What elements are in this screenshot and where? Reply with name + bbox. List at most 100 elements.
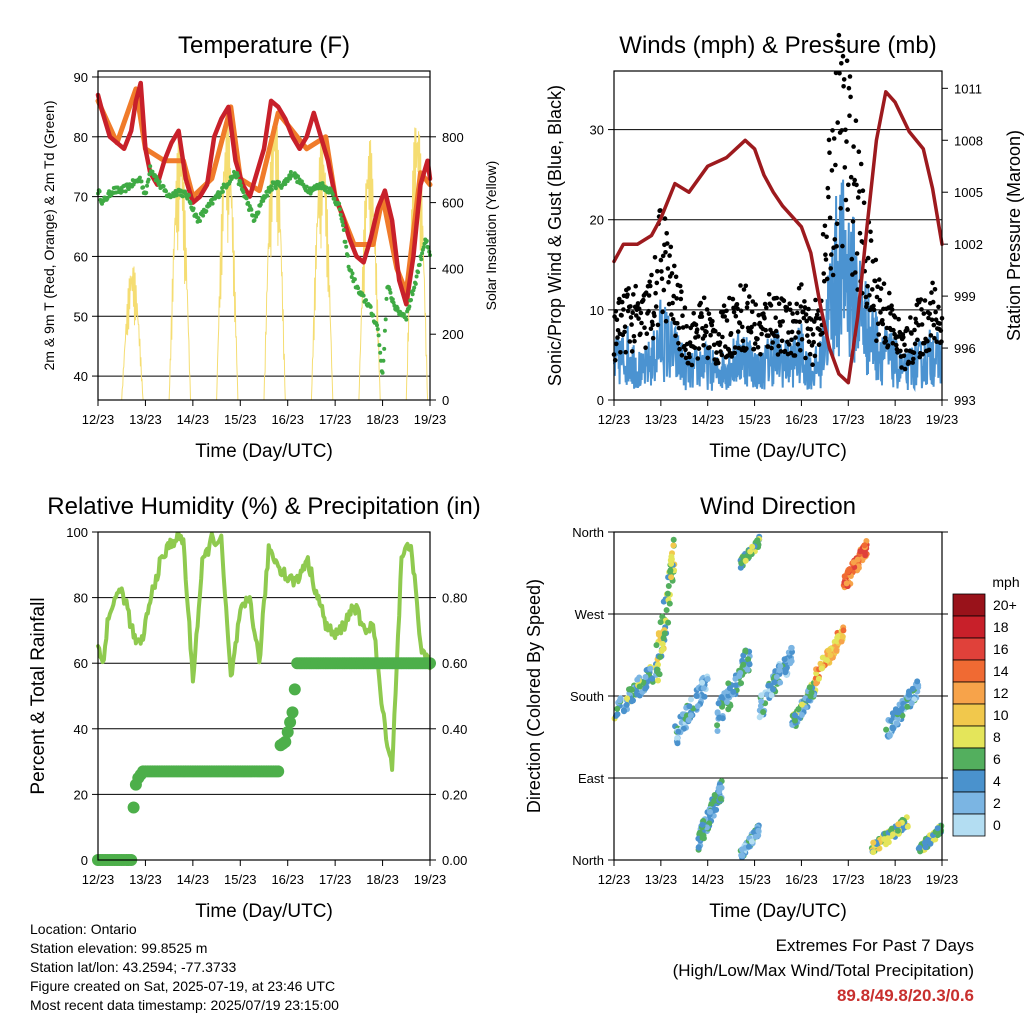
dewpoint-point [288, 170, 293, 174]
x-tick-label: 14/23 [691, 412, 724, 427]
gust-point [812, 353, 818, 359]
plot-frame [613, 531, 943, 861]
gust-point [833, 162, 838, 168]
y-tick-label: West [575, 607, 605, 622]
x-tick-label: 16/23 [785, 412, 818, 427]
gust-point [716, 332, 722, 337]
gust-point [654, 280, 660, 286]
direction-point [686, 703, 693, 710]
direction-point [870, 849, 877, 856]
gust-point [858, 161, 864, 167]
dewpoint-point [341, 223, 345, 228]
gust-point [832, 237, 838, 242]
dewpoint-point [352, 277, 357, 282]
direction-point [674, 735, 681, 742]
direction-point [655, 631, 662, 638]
gust-point [817, 327, 822, 333]
gust-point [854, 182, 859, 188]
gust-point [929, 317, 935, 323]
dewpoint-point [414, 274, 419, 279]
gust-point [916, 322, 921, 328]
gust-point [813, 297, 818, 303]
gust-point [751, 346, 757, 352]
gust-point [732, 350, 737, 356]
gust-point [674, 296, 679, 301]
gust-point [696, 346, 702, 351]
direction-point [616, 697, 623, 704]
direction-point [699, 679, 706, 686]
direction-point [893, 709, 900, 715]
gust-point [769, 345, 774, 351]
dewpoint-point [161, 184, 166, 189]
gust-point [669, 271, 675, 276]
gust-point [888, 311, 893, 316]
x-tick-label: 19/23 [414, 872, 447, 887]
dewpoint-point [361, 293, 366, 298]
x-axis-label: Time (Day/UTC) [709, 901, 847, 922]
gust-point [795, 310, 800, 316]
dewpoint-point [395, 306, 400, 311]
gust-point [647, 279, 652, 285]
y-tick-label: 100 [66, 525, 88, 540]
gust-point [790, 311, 795, 316]
gust-point [708, 332, 713, 338]
direction-point [730, 688, 737, 695]
series-9m-temp [95, 86, 433, 295]
x-axis-label: Time (Day/UTC) [195, 441, 333, 462]
colorbar-swatch [952, 813, 986, 837]
direction-point [890, 725, 897, 732]
gust-point [658, 257, 664, 263]
station-elevation: Station elevation: 99.8525 m [30, 940, 208, 956]
gust-point [692, 345, 698, 351]
direction-point [723, 699, 730, 705]
dewpoint-point [146, 177, 151, 182]
precip-point [284, 716, 297, 729]
y-tick-label: North [572, 525, 604, 540]
gust-point [937, 321, 942, 326]
gust-point [709, 322, 715, 328]
gust-point [915, 337, 920, 343]
gust-point [865, 283, 870, 289]
x-tick-label: 17/23 [832, 872, 865, 887]
gust-point [806, 339, 812, 345]
direction-point [906, 691, 912, 698]
gust-point [820, 232, 826, 237]
direction-point [693, 693, 700, 699]
gust-point [724, 308, 729, 314]
y2-tick-label: 996 [954, 341, 976, 356]
panel-wind-direction: Wind Direction Time (Day/UTC) 12/23 13/23 14… [524, 493, 1020, 922]
gust-point [930, 280, 935, 286]
direction-point [815, 675, 822, 682]
gust-point [831, 136, 837, 141]
direction-point [806, 684, 813, 691]
gust-point [839, 61, 844, 66]
gust-point [682, 305, 688, 311]
gust-point [680, 313, 685, 319]
gust-point [646, 308, 651, 314]
gust-point [875, 284, 880, 290]
dewpoint-point [384, 296, 389, 301]
x-tick-label: 13/23 [645, 872, 678, 887]
dewpoint-point [180, 194, 185, 199]
gust-point [793, 335, 798, 340]
gust-point [807, 351, 813, 357]
gust-point [834, 244, 839, 249]
y2-tick-label: 200 [442, 327, 464, 342]
gust-point [719, 352, 725, 358]
gust-point [826, 194, 831, 200]
x-tick-label: 17/23 [832, 412, 865, 427]
gust-point [665, 241, 670, 246]
solar-day-trace [121, 266, 144, 401]
direction-point [653, 642, 660, 649]
gust-point [615, 328, 621, 333]
gust-point [738, 308, 744, 314]
y2-tick-label: 600 [442, 196, 464, 211]
direction-point [738, 680, 744, 687]
direction-point [833, 638, 840, 645]
x-tick-label: 17/23 [319, 872, 352, 887]
gust-point [662, 216, 668, 221]
gust-point [676, 325, 682, 331]
gust-point [804, 318, 809, 324]
colorbar-swatch [952, 747, 986, 771]
